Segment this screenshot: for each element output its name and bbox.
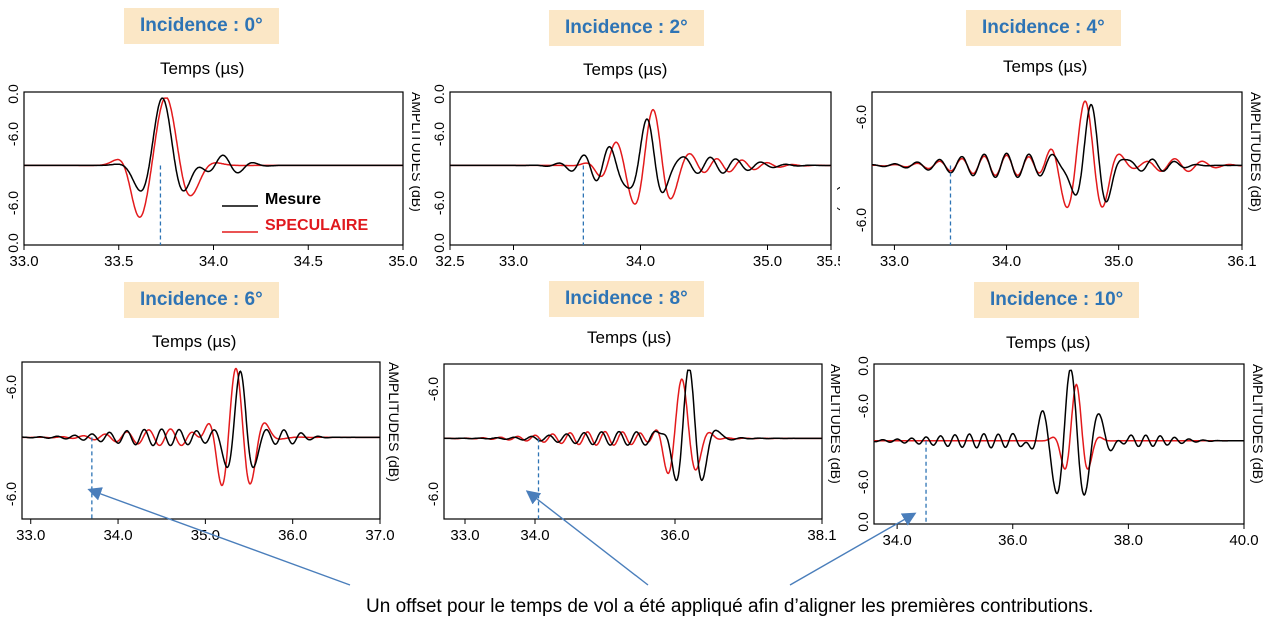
y-axis-label: AMPLITUDES (dB) xyxy=(1248,92,1264,212)
chart-panel-4: 33.0 34.0 36.0 38.1 -6.0 -6.0 AMPLITUDES (dB) xyxy=(425,363,840,544)
mesure-trace xyxy=(444,369,822,482)
x-tick-label: 33.0 xyxy=(450,527,479,544)
plot-frame xyxy=(443,363,823,520)
x-tick-label: 40.0 xyxy=(1229,532,1258,549)
y-tick-label: 0.0 xyxy=(5,233,21,253)
y-tick-label: 0.0 xyxy=(855,512,871,532)
y-tick-label: 0.0 xyxy=(855,356,871,376)
x-axis-label-5: Temps (µs) xyxy=(1006,333,1091,352)
plot-frame xyxy=(21,361,381,520)
y-tick-label: -6.0 xyxy=(3,482,19,506)
y-tick-label: -6.0 xyxy=(853,208,869,232)
mesure-trace xyxy=(22,370,380,469)
x-tick-label: 36.0 xyxy=(660,527,689,544)
y-tick-label: -6.0 xyxy=(425,482,441,506)
chart-panel-3: 33.0 34.0 35.0 36.0 37.0 -6.0 -6.0 AMPLITUDES (… xyxy=(3,361,402,544)
mesure-trace xyxy=(873,369,1244,496)
legend-label-speculaire: SPECULAIRE xyxy=(265,217,368,234)
plot-frame xyxy=(449,91,832,246)
x-tick-label: 36.1 xyxy=(1227,253,1256,270)
y-tick-label: -6.0 xyxy=(3,375,19,399)
y-tick-label: 0.0 xyxy=(431,233,447,253)
x-tick-label: 34.0 xyxy=(520,527,549,544)
y-tick-label: -6.0 xyxy=(5,191,21,215)
x-tick-label: 34.0 xyxy=(626,253,655,270)
y-tick-label: -6.0 xyxy=(431,122,447,146)
x-tick-label: 38.0 xyxy=(1114,532,1143,549)
x-tick-label: 37.0 xyxy=(365,527,394,544)
mesure-trace xyxy=(872,103,1242,203)
x-axis-label-0: Temps (µs) xyxy=(160,59,245,78)
x-tick-label: 34.0 xyxy=(883,532,912,549)
y-axis-label: AMPLITUDES (dB) xyxy=(386,362,402,482)
panel-title-2: Incidence : 4° xyxy=(966,10,1121,46)
x-tick-label: 33.0 xyxy=(880,253,909,270)
x-tick-label: 35.5 xyxy=(816,253,840,270)
x-tick-label: 34.5 xyxy=(294,253,323,270)
chart-panel-2: 33.0 34.0 35.0 36.1 -6.0 -6.0 AMPLITUDES (dB) xyxy=(853,91,1264,270)
y-tick-label: -6.0 xyxy=(425,377,441,401)
x-tick-label: 33.0 xyxy=(499,253,528,270)
x-tick-label: 38.1 xyxy=(807,527,836,544)
chart-panel-5: 34.0 36.0 38.0 40.0 0.0 -6.0 -6.0 0.0 AMPLITUDES… xyxy=(855,356,1266,549)
chart-panel-1: 32.5 33.0 34.0 35.0 35.5 0.0 -6.0 -6.0 0.0 AMPLIT… xyxy=(431,84,840,270)
y-axis-label: AMPLITUDES (dB) xyxy=(828,364,840,484)
chart-panel-0: 33.0 33.5 34.0 34.5 35.0 0.0 -6.0 -6.0 0.0 AMPLIT… xyxy=(5,84,420,270)
x-tick-label: 36.0 xyxy=(278,527,307,544)
x-tick-label: 33.0 xyxy=(16,527,45,544)
x-tick-label: 34.0 xyxy=(103,527,132,544)
mesure-trace xyxy=(24,97,403,192)
y-tick-label: -6.0 xyxy=(5,122,21,146)
panel-title-5: Incidence : 10° xyxy=(974,282,1140,318)
y-tick-label: -6.0 xyxy=(855,470,871,494)
x-tick-label: 35.0 xyxy=(191,527,220,544)
panel-title-3: Incidence : 6° xyxy=(124,282,279,318)
mesure-trace xyxy=(450,118,831,194)
y-tick-label: 0.0 xyxy=(5,84,21,104)
y-tick-label: -6.0 xyxy=(431,191,447,215)
legend-label-mesure: Mesure xyxy=(265,191,321,208)
x-tick-label: 36.0 xyxy=(998,532,1027,549)
x-tick-label: 33.0 xyxy=(9,253,38,270)
panel-title-4: Incidence : 8° xyxy=(549,281,704,317)
x-tick-label: 32.5 xyxy=(435,253,464,270)
y-axis-label: AMPLITUDES (dB) xyxy=(409,92,420,212)
y-axis-label: AMPLITUDES (dB) xyxy=(837,92,840,212)
x-tick-label: 33.5 xyxy=(104,253,133,270)
x-tick-label: 35.0 xyxy=(1104,253,1133,270)
x-axis-label-4: Temps (µs) xyxy=(587,328,672,347)
x-tick-label: 35.0 xyxy=(388,253,417,270)
panel-title-0: Incidence : 0° xyxy=(124,8,279,44)
plot-frame xyxy=(873,363,1245,525)
y-tick-label: -6.0 xyxy=(855,394,871,418)
x-axis-label-1: Temps (µs) xyxy=(583,60,668,79)
x-tick-label: 34.0 xyxy=(992,253,1021,270)
x-tick-label: 34.0 xyxy=(199,253,228,270)
x-tick-label: 35.0 xyxy=(753,253,782,270)
x-axis-label-2: Temps (µs) xyxy=(1003,57,1088,76)
y-axis-label: AMPLITUDES (dB) xyxy=(1250,364,1266,484)
y-tick-label: -6.0 xyxy=(853,105,869,129)
speculaire-trace xyxy=(874,383,1244,470)
footnote: Un offset pour le temps de vol a été app… xyxy=(366,596,1094,617)
panel-title-1: Incidence : 2° xyxy=(549,10,704,46)
x-axis-label-3: Temps (µs) xyxy=(152,332,237,351)
y-tick-label: 0.0 xyxy=(431,84,447,104)
